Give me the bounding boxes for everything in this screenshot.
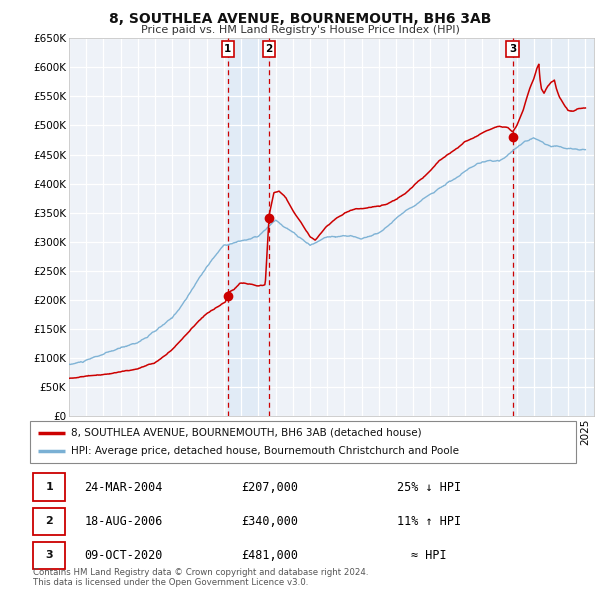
Text: 2: 2 xyxy=(266,44,273,54)
Text: £207,000: £207,000 xyxy=(242,480,299,494)
Text: 24-MAR-2004: 24-MAR-2004 xyxy=(85,480,163,494)
Text: 3: 3 xyxy=(45,550,53,560)
Text: £481,000: £481,000 xyxy=(242,549,299,562)
Text: 1: 1 xyxy=(45,482,53,492)
Text: 1: 1 xyxy=(224,44,232,54)
Text: 2: 2 xyxy=(45,516,53,526)
Text: £340,000: £340,000 xyxy=(242,514,299,528)
Text: HPI: Average price, detached house, Bournemouth Christchurch and Poole: HPI: Average price, detached house, Bour… xyxy=(71,446,459,456)
Text: ≈ HPI: ≈ HPI xyxy=(411,549,446,562)
FancyBboxPatch shape xyxy=(33,542,65,569)
Text: 25% ↓ HPI: 25% ↓ HPI xyxy=(397,480,461,494)
Text: 8, SOUTHLEA AVENUE, BOURNEMOUTH, BH6 3AB (detached house): 8, SOUTHLEA AVENUE, BOURNEMOUTH, BH6 3AB… xyxy=(71,428,422,438)
Text: 3: 3 xyxy=(509,44,516,54)
Text: Contains HM Land Registry data © Crown copyright and database right 2024.
This d: Contains HM Land Registry data © Crown c… xyxy=(33,568,368,587)
FancyBboxPatch shape xyxy=(33,473,65,501)
Text: 09-OCT-2020: 09-OCT-2020 xyxy=(85,549,163,562)
Text: 18-AUG-2006: 18-AUG-2006 xyxy=(85,514,163,528)
Text: Price paid vs. HM Land Registry's House Price Index (HPI): Price paid vs. HM Land Registry's House … xyxy=(140,25,460,35)
Bar xyxy=(512,38,594,416)
Text: 11% ↑ HPI: 11% ↑ HPI xyxy=(397,514,461,528)
Text: 8, SOUTHLEA AVENUE, BOURNEMOUTH, BH6 3AB: 8, SOUTHLEA AVENUE, BOURNEMOUTH, BH6 3AB xyxy=(109,12,491,26)
FancyBboxPatch shape xyxy=(33,507,65,535)
Bar xyxy=(228,38,269,416)
